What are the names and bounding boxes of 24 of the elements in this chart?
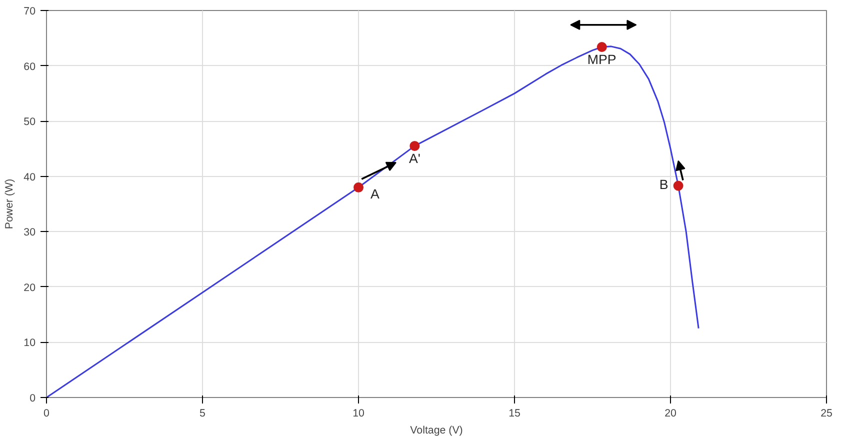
y-tick-label: 0 [30, 392, 36, 404]
y-tick-label: 50 [24, 116, 36, 128]
point [596, 42, 607, 52]
point [410, 140, 420, 151]
annotation: MPP [587, 52, 616, 67]
y-tick-label: 70 [24, 6, 36, 18]
x-tick-label: 25 [820, 408, 832, 420]
y-tick-label: 40 [24, 171, 36, 184]
y-tick-label: 20 [24, 282, 36, 294]
x-tick-label: 15 [508, 408, 520, 420]
y-tick-label: 30 [24, 226, 36, 239]
annotation: A [370, 186, 380, 202]
y-axis-title: Power (W) [4, 178, 16, 230]
y-tick-label: 60 [24, 60, 36, 73]
x-tick-label: 10 [352, 408, 364, 420]
x-tick-label: 20 [664, 408, 676, 420]
y-tick-label: 10 [24, 337, 36, 350]
x-tick-label: 0 [44, 408, 50, 420]
point [354, 182, 364, 192]
annotation: B [659, 176, 668, 192]
annotation: A' [408, 150, 420, 166]
x-tick-label: 5 [200, 408, 206, 420]
x-axis-title: Voltage (V) [410, 424, 463, 436]
point [673, 180, 684, 191]
